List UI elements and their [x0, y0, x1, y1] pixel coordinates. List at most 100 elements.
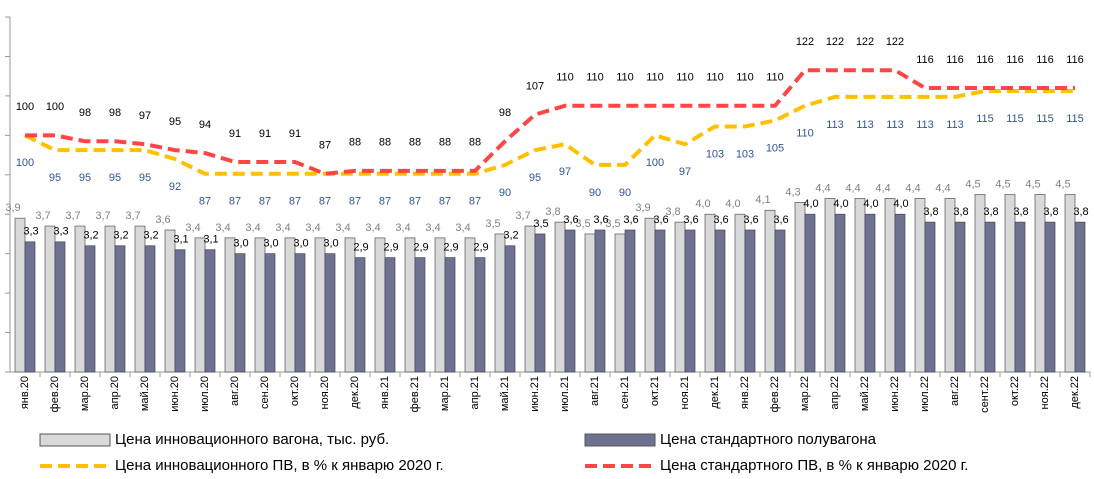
bar [74, 225, 86, 373]
bar [114, 245, 126, 373]
bar [174, 249, 186, 373]
bar-value-label: 4,3 [785, 186, 800, 198]
line-value-label: 98 [79, 107, 91, 119]
bar-value-label: 3,4 [455, 222, 470, 234]
line-value-label: 95 [139, 172, 151, 184]
bar [374, 237, 386, 373]
x-tick-label: май.20 [139, 376, 151, 411]
bar [594, 229, 606, 373]
legend-swatch [39, 433, 111, 447]
bar-value-label: 3,4 [365, 222, 380, 234]
x-tick-label: авг.22 [949, 376, 961, 406]
bar-value-label: 3,6 [713, 214, 728, 226]
line-value-label: 105 [766, 142, 784, 154]
line-value-label: 95 [79, 172, 91, 184]
x-tick-label: сен.20 [259, 376, 271, 409]
x-tick-label: авг.21 [589, 376, 601, 406]
x-tick-label: июл.20 [199, 376, 211, 412]
bar-value-label: 3,6 [773, 214, 788, 226]
line-value-label: 115 [1006, 113, 1024, 125]
bar-value-label: 3,5 [533, 218, 548, 230]
bar [794, 202, 806, 373]
bar [824, 198, 836, 373]
bar-value-label: 4,5 [1025, 178, 1040, 190]
bar-value-label: 4,0 [803, 198, 818, 210]
line-value-label: 116 [1036, 54, 1054, 66]
bar-value-label: 3,7 [125, 210, 140, 222]
bar-value-label: 3,0 [233, 238, 248, 250]
x-tick-label: фев.21 [409, 376, 421, 412]
bar-value-label: 3,4 [305, 222, 320, 234]
line-value-label: 110 [646, 72, 664, 84]
line-value-label: 122 [886, 36, 904, 48]
x-tick-label: янв.22 [739, 376, 751, 409]
line-value-label: 87 [469, 196, 481, 208]
x-tick-label: апр.20 [109, 376, 121, 409]
legend-swatch [584, 433, 656, 447]
bar [714, 229, 726, 373]
bar-value-label: 3,2 [83, 230, 98, 242]
x-tick-label: дек.22 [1069, 376, 1081, 409]
bar [134, 225, 146, 373]
bar [884, 198, 896, 373]
x-tick-label: янв.21 [379, 376, 391, 409]
line-value-label: 87 [259, 196, 271, 208]
x-tick-label: июл.22 [919, 376, 931, 412]
bar [804, 213, 816, 373]
bar [1014, 221, 1026, 373]
line-value-label: 115 [1036, 113, 1054, 125]
bar [294, 253, 306, 373]
bar-value-label: 3,6 [623, 214, 638, 226]
line-value-label: 116 [1006, 54, 1024, 66]
bar-value-label: 4,4 [905, 182, 920, 194]
line-value-label: 98 [499, 107, 511, 119]
bar [624, 229, 636, 373]
bar [254, 237, 266, 373]
line-value-label: 91 [289, 128, 301, 140]
bar-value-label: 2,9 [383, 242, 398, 254]
line-value-label: 87 [199, 196, 211, 208]
bar-value-label: 4,0 [863, 198, 878, 210]
x-tick-label: июл.21 [559, 376, 571, 412]
bar [554, 221, 566, 373]
bar [944, 198, 956, 373]
bar-value-label: 4,4 [845, 182, 860, 194]
bar [164, 229, 176, 373]
bar-value-label: 3,1 [203, 234, 218, 246]
bar [834, 213, 846, 373]
x-tick-label: июн.21 [529, 376, 541, 412]
line-value-label: 113 [826, 119, 844, 131]
x-tick-label: май.21 [499, 376, 511, 411]
bar [1034, 194, 1046, 373]
bar-value-label: 3,8 [983, 206, 998, 218]
line-value-label: 100 [646, 157, 664, 169]
bar-value-label: 4,0 [725, 198, 740, 210]
bar [864, 213, 876, 373]
bar-value-label: 3,4 [395, 222, 410, 234]
bar [524, 225, 536, 373]
line-value-label: 88 [379, 137, 391, 149]
bar-value-label: 4,4 [875, 182, 890, 194]
x-tick-label: дек.21 [709, 376, 721, 409]
x-tick-label: май.22 [859, 376, 871, 411]
bar-value-label: 4,5 [965, 178, 980, 190]
bar-value-label: 3,0 [323, 238, 338, 250]
bar [644, 217, 656, 373]
x-tick-label: окт.22 [1009, 376, 1021, 406]
bar [14, 217, 26, 373]
bar-value-label: 3,9 [5, 202, 20, 214]
legend-label: Цена стандартного ПВ, в % к январю 2020 … [660, 457, 968, 474]
line-value-label: 103 [706, 148, 724, 160]
bar-value-label: 3,3 [23, 226, 38, 238]
line-value-label: 87 [409, 196, 421, 208]
bar [204, 249, 216, 373]
bar-value-label: 3,7 [95, 210, 110, 222]
bar [344, 237, 356, 373]
bar-value-label: 3,2 [503, 230, 518, 242]
x-tick-label: ноя.21 [679, 376, 691, 409]
bar-value-label: 3,4 [425, 222, 440, 234]
bar [734, 213, 746, 373]
bar [354, 257, 366, 373]
line-value-label: 113 [886, 119, 904, 131]
bar-value-label: 3,7 [515, 210, 530, 222]
